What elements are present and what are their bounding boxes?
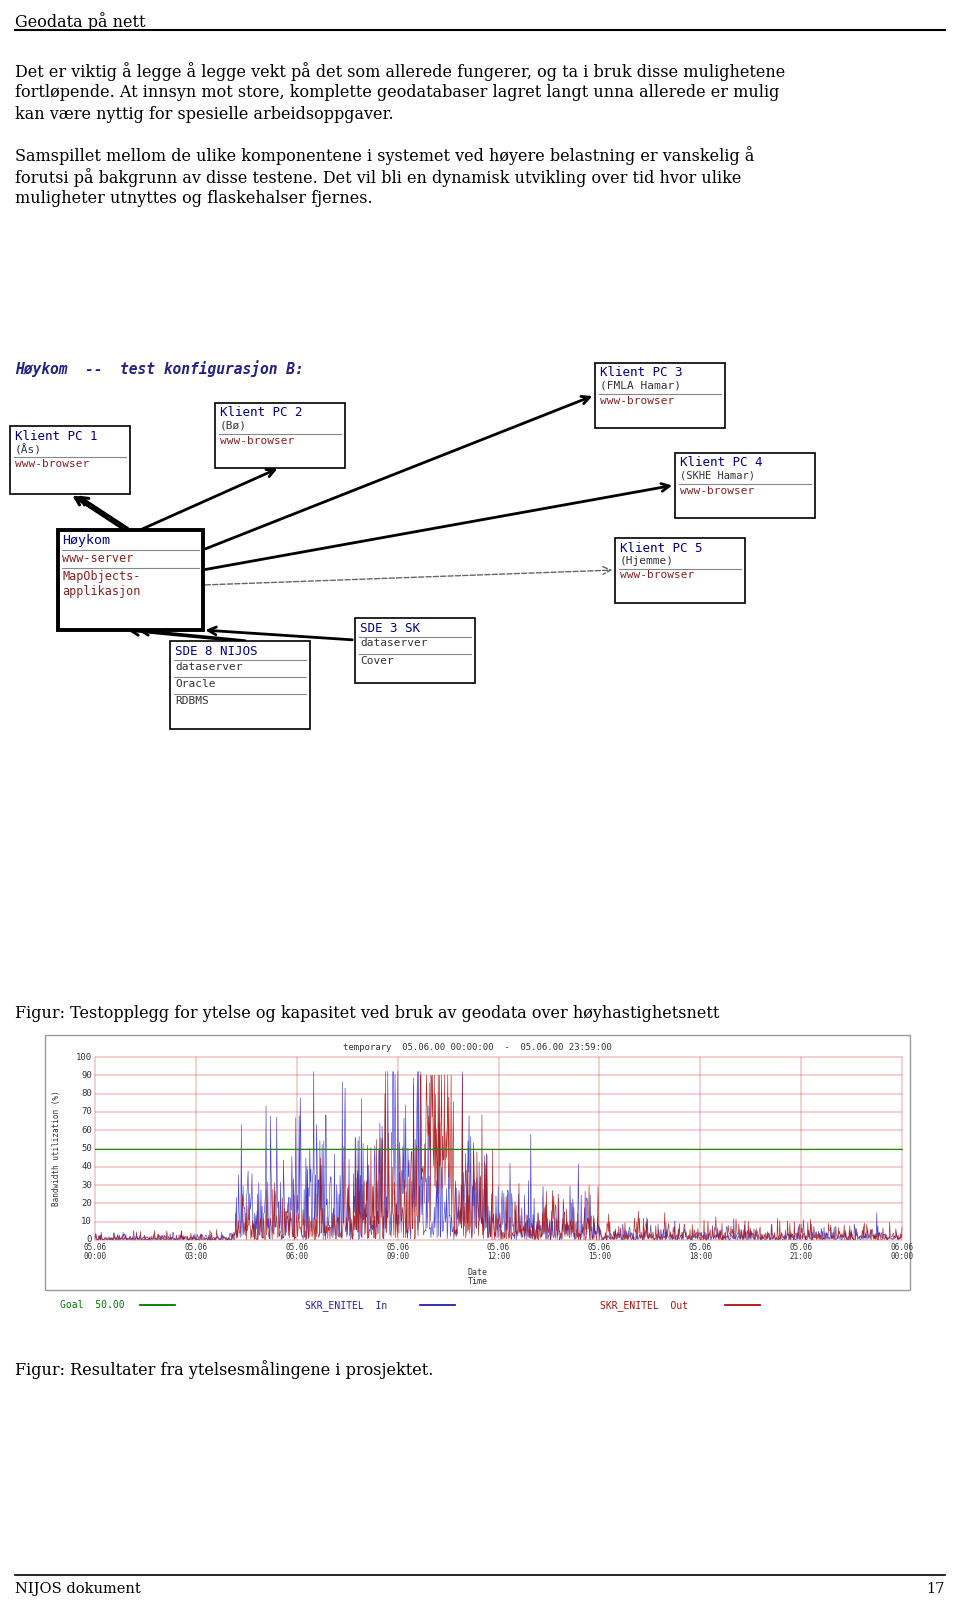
Text: MapObjects-: MapObjects-: [62, 570, 141, 583]
Text: applikasjon: applikasjon: [62, 585, 141, 598]
Text: www-browser: www-browser: [15, 459, 89, 469]
Text: 05.06: 05.06: [84, 1244, 107, 1252]
Text: 05.06: 05.06: [285, 1244, 308, 1252]
Text: Figur: Testopplegg for ytelse og kapasitet ved bruk av geodata over høyhastighet: Figur: Testopplegg for ytelse og kapasit…: [15, 1005, 719, 1021]
Text: SDE 8 NIJOS: SDE 8 NIJOS: [175, 644, 257, 657]
Text: dataserver: dataserver: [175, 662, 243, 672]
Text: 05.06: 05.06: [386, 1244, 409, 1252]
Text: Figur: Resultater fra ytelsesmålingene i prosjektet.: Figur: Resultater fra ytelsesmålingene i…: [15, 1360, 433, 1379]
Text: 00:00: 00:00: [891, 1252, 914, 1261]
Text: (Ås): (Ås): [15, 445, 42, 456]
Text: 03:00: 03:00: [184, 1252, 207, 1261]
FancyBboxPatch shape: [355, 617, 475, 683]
Text: Oracle: Oracle: [175, 678, 215, 690]
Text: 05.06: 05.06: [588, 1244, 611, 1252]
Text: www-browser: www-browser: [680, 485, 755, 496]
Text: Geodata på nett: Geodata på nett: [15, 11, 146, 31]
Text: www-server: www-server: [62, 553, 133, 565]
Text: Høykom: Høykom: [62, 533, 110, 548]
FancyBboxPatch shape: [10, 425, 130, 495]
Text: www-browser: www-browser: [600, 395, 674, 406]
Text: Klient PC 1: Klient PC 1: [15, 430, 98, 443]
Text: Time: Time: [468, 1278, 488, 1286]
Text: 80: 80: [82, 1089, 92, 1099]
Text: Goal  50.00: Goal 50.00: [60, 1300, 125, 1310]
Text: forutsi på bakgrunn av disse testene. Det vil bli en dynamisk utvikling over tid: forutsi på bakgrunn av disse testene. De…: [15, 168, 741, 187]
Text: SKR_ENITEL  In: SKR_ENITEL In: [305, 1300, 387, 1311]
Text: 15:00: 15:00: [588, 1252, 611, 1261]
Text: 05.06: 05.06: [184, 1244, 207, 1252]
Text: 12:00: 12:00: [487, 1252, 510, 1261]
Text: 05.06: 05.06: [688, 1244, 711, 1252]
Text: 00:00: 00:00: [84, 1252, 107, 1261]
FancyBboxPatch shape: [595, 362, 725, 427]
Text: 10: 10: [82, 1218, 92, 1226]
Text: temporary  05.06.00 00:00:00  -  05.06.00 23:59:00: temporary 05.06.00 00:00:00 - 05.06.00 2…: [343, 1042, 612, 1052]
Text: kan være nyttig for spesielle arbeidsoppgaver.: kan være nyttig for spesielle arbeidsopp…: [15, 106, 394, 122]
Text: www-browser: www-browser: [620, 570, 694, 580]
Text: (FMLA Hamar): (FMLA Hamar): [600, 380, 681, 390]
FancyBboxPatch shape: [675, 453, 815, 517]
FancyBboxPatch shape: [45, 1034, 910, 1290]
Text: (SKHE Hamar): (SKHE Hamar): [680, 470, 755, 480]
Text: 18:00: 18:00: [688, 1252, 711, 1261]
Text: 06:00: 06:00: [285, 1252, 308, 1261]
Text: SDE 3 SK: SDE 3 SK: [360, 622, 420, 635]
Text: 09:00: 09:00: [386, 1252, 409, 1261]
Text: 20: 20: [82, 1199, 92, 1208]
Text: Samspillet mellom de ulike komponentene i systemet ved høyere belastning er vans: Samspillet mellom de ulike komponentene …: [15, 147, 755, 164]
FancyBboxPatch shape: [58, 530, 203, 630]
FancyBboxPatch shape: [615, 538, 745, 603]
Text: 21:00: 21:00: [789, 1252, 813, 1261]
Text: dataserver: dataserver: [360, 638, 427, 649]
Text: Klient PC 3: Klient PC 3: [600, 366, 683, 380]
Text: Klient PC 4: Klient PC 4: [680, 456, 762, 469]
Text: SKR_ENITEL  Out: SKR_ENITEL Out: [600, 1300, 688, 1311]
Text: 0: 0: [86, 1236, 92, 1245]
Text: Klient PC 2: Klient PC 2: [220, 406, 302, 419]
FancyBboxPatch shape: [215, 403, 345, 467]
Text: (Bø): (Bø): [220, 420, 247, 430]
Text: fortløpende. At innsyn mot store, komplette geodatabaser lagret langt unna aller: fortløpende. At innsyn mot store, komple…: [15, 84, 780, 101]
Text: 17: 17: [926, 1582, 945, 1597]
Text: www-browser: www-browser: [220, 435, 295, 446]
Text: 06.06: 06.06: [891, 1244, 914, 1252]
Text: Bandwidth utilization (%): Bandwidth utilization (%): [53, 1091, 61, 1207]
Text: Klient PC 5: Klient PC 5: [620, 541, 703, 554]
Text: Det er viktig å legge å legge vekt på det som allerede fungerer, og ta i bruk di: Det er viktig å legge å legge vekt på de…: [15, 61, 785, 81]
Text: muligheter utnyttes og flaskehalser fjernes.: muligheter utnyttes og flaskehalser fjer…: [15, 190, 372, 206]
Text: Høykom  --  test konfigurasjon B:: Høykom -- test konfigurasjon B:: [15, 359, 303, 377]
Text: 90: 90: [82, 1071, 92, 1079]
Text: 05.06: 05.06: [789, 1244, 813, 1252]
Text: (Hjemme): (Hjemme): [620, 556, 674, 565]
Text: Date: Date: [468, 1268, 488, 1278]
Text: 05.06: 05.06: [487, 1244, 510, 1252]
Text: 40: 40: [82, 1162, 92, 1171]
Text: 60: 60: [82, 1126, 92, 1134]
Text: 30: 30: [82, 1181, 92, 1189]
Text: 100: 100: [76, 1052, 92, 1062]
Text: NIJOS dokument: NIJOS dokument: [15, 1582, 141, 1597]
Text: RDBMS: RDBMS: [175, 696, 208, 706]
FancyBboxPatch shape: [170, 641, 310, 730]
Text: 70: 70: [82, 1107, 92, 1116]
Text: Cover: Cover: [360, 656, 394, 665]
Text: 50: 50: [82, 1144, 92, 1153]
